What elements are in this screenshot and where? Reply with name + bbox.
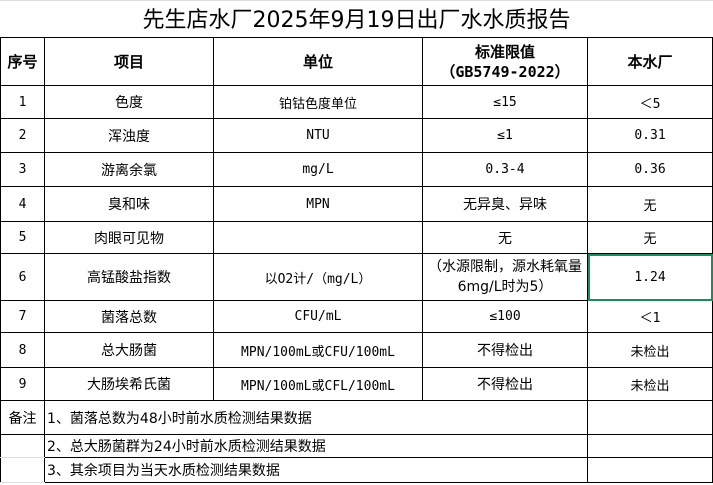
cell-index[interactable]: 7 (0, 300, 45, 333)
header-item[interactable]: 项目 (44, 37, 214, 86)
cell-standard[interactable]: 无 (422, 221, 588, 254)
table-row: 9 大肠埃希氏菌 MPN/100mL或CFL/100mL 不得检出 未检出 (0, 367, 713, 401)
notes-label[interactable]: 备注 (0, 400, 45, 435)
cell-index[interactable]: 9 (0, 367, 45, 401)
cell-unit[interactable]: MPN/100mL或CFU/100mL (213, 332, 423, 368)
cell-result[interactable]: 0.36 (587, 152, 713, 187)
header-plant[interactable]: 本水厂 (587, 37, 713, 86)
cell-result[interactable]: 无 (587, 186, 713, 222)
cell-item[interactable]: 色度 (44, 85, 214, 119)
cell-standard[interactable]: （水源限制，源水耗氧量6mg/L时为5） (422, 253, 588, 301)
water-quality-table: 序号 项目 单位 标准限值 （GB5749-2022） 本水厂 1 色度 铂钴色度单位… (0, 37, 713, 483)
cell-standard[interactable]: 无异臭、异味 (422, 186, 588, 222)
note-row: 备注 1、菌落总数为48小时前水质检测结果数据 (0, 400, 713, 435)
table-row: 7 菌落总数 CFU/mL ≤100 ＜1 (0, 300, 713, 333)
cell-unit[interactable]: NTU (213, 118, 423, 153)
cell-unit[interactable]: mg/L (213, 152, 423, 187)
cell-result[interactable]: 0.31 (587, 118, 713, 153)
cell-unit[interactable]: MPN/100mL或CFL/100mL (213, 367, 423, 401)
cell-index[interactable]: 4 (0, 186, 45, 222)
cell-standard[interactable]: ≤1 (422, 118, 588, 153)
cell-standard[interactable]: 不得检出 (422, 367, 588, 401)
cell-result[interactable]: ＜5 (587, 85, 713, 119)
note-text[interactable]: 1、菌落总数为48小时前水质检测结果数据 (44, 400, 588, 435)
header-standard-line1: 标准限值 (474, 42, 535, 61)
cell-item[interactable]: 总大肠菌 (44, 332, 214, 368)
cell-unit[interactable]: MPN (213, 186, 423, 222)
table-row: 4 臭和味 MPN 无异臭、异味无 (0, 186, 713, 222)
cell-item[interactable]: 高锰酸盐指数 (44, 253, 214, 301)
cell-result[interactable]: ＜1 (587, 300, 713, 333)
cell-result[interactable]: 无 (587, 221, 713, 254)
cell-item[interactable]: 肉眼可见物 (44, 221, 214, 254)
note-row: 3、其余项目为当天水质检测结果数据 (0, 457, 713, 483)
table-row: 2 浑浊度 NTU ≤1 0.31 (0, 118, 713, 153)
header-row: 序号 项目 单位 标准限值 （GB5749-2022） 本水厂 (0, 37, 713, 86)
header-standard[interactable]: 标准限值 （GB5749-2022） (422, 37, 588, 86)
cell-standard[interactable]: ≤100 (422, 300, 588, 333)
cell-standard[interactable]: 0.3-4 (422, 152, 588, 187)
cell-item[interactable]: 菌落总数 (44, 300, 214, 333)
notes-label-empty[interactable] (0, 434, 45, 458)
cell-result[interactable]: 未检出 (587, 332, 713, 368)
table-row: 6 高锰酸盐指数 以O2计/（mg/L） （水源限制，源水耗氧量6mg/L时为5） 1.… (0, 253, 713, 301)
cell-index[interactable]: 6 (0, 253, 45, 301)
table-row: 1 色度 铂钴色度单位 ≤15 ＜5 (0, 85, 713, 119)
cell-unit[interactable] (213, 221, 423, 254)
cell-index[interactable]: 8 (0, 332, 45, 368)
cell-index[interactable]: 1 (0, 85, 45, 119)
cell-item[interactable]: 大肠埃希氏菌 (44, 367, 214, 401)
table-row: 8 总大肠菌 MPN/100mL或CFU/100mL 不得检出 未检出 (0, 332, 713, 368)
note-empty-cell[interactable] (587, 434, 713, 458)
note-text[interactable]: 2、总大肠菌群为24小时前水质检测结果数据 (44, 434, 588, 458)
note-empty-cell[interactable] (587, 457, 713, 483)
cell-unit[interactable]: CFU/mL (213, 300, 423, 333)
cell-standard[interactable]: 不得检出 (422, 332, 588, 368)
cell-standard[interactable]: ≤15 (422, 85, 588, 119)
cell-result[interactable]: 1.24 (587, 253, 713, 301)
note-row: 2、总大肠菌群为24小时前水质检测结果数据 (0, 434, 713, 458)
note-text[interactable]: 3、其余项目为当天水质检测结果数据 (44, 457, 588, 483)
notes-label-empty[interactable] (0, 457, 45, 483)
header-index[interactable]: 序号 (0, 37, 45, 86)
cell-item[interactable]: 臭和味 (44, 186, 214, 222)
note-empty-cell[interactable] (587, 400, 713, 435)
cell-unit[interactable]: 以O2计/（mg/L） (213, 253, 423, 301)
header-unit[interactable]: 单位 (213, 37, 423, 86)
cell-item[interactable]: 游离余氯 (44, 152, 214, 187)
cell-item[interactable]: 浑浊度 (44, 118, 214, 153)
cell-result[interactable]: 未检出 (587, 367, 713, 401)
table-row: 5 肉眼可见物 无无 (0, 221, 713, 254)
table-row: 3 游离余氯 mg/L 0.3-4 0.36 (0, 152, 713, 187)
cell-index[interactable]: 5 (0, 221, 45, 254)
cell-index[interactable]: 2 (0, 118, 45, 153)
page-title: 先生店水厂2025年9月19日出厂水水质报告 (0, 0, 713, 37)
cell-index[interactable]: 3 (0, 152, 45, 187)
cell-unit[interactable]: 铂钴色度单位 (213, 85, 423, 119)
header-standard-line2: （GB5749-2022） (440, 62, 570, 81)
